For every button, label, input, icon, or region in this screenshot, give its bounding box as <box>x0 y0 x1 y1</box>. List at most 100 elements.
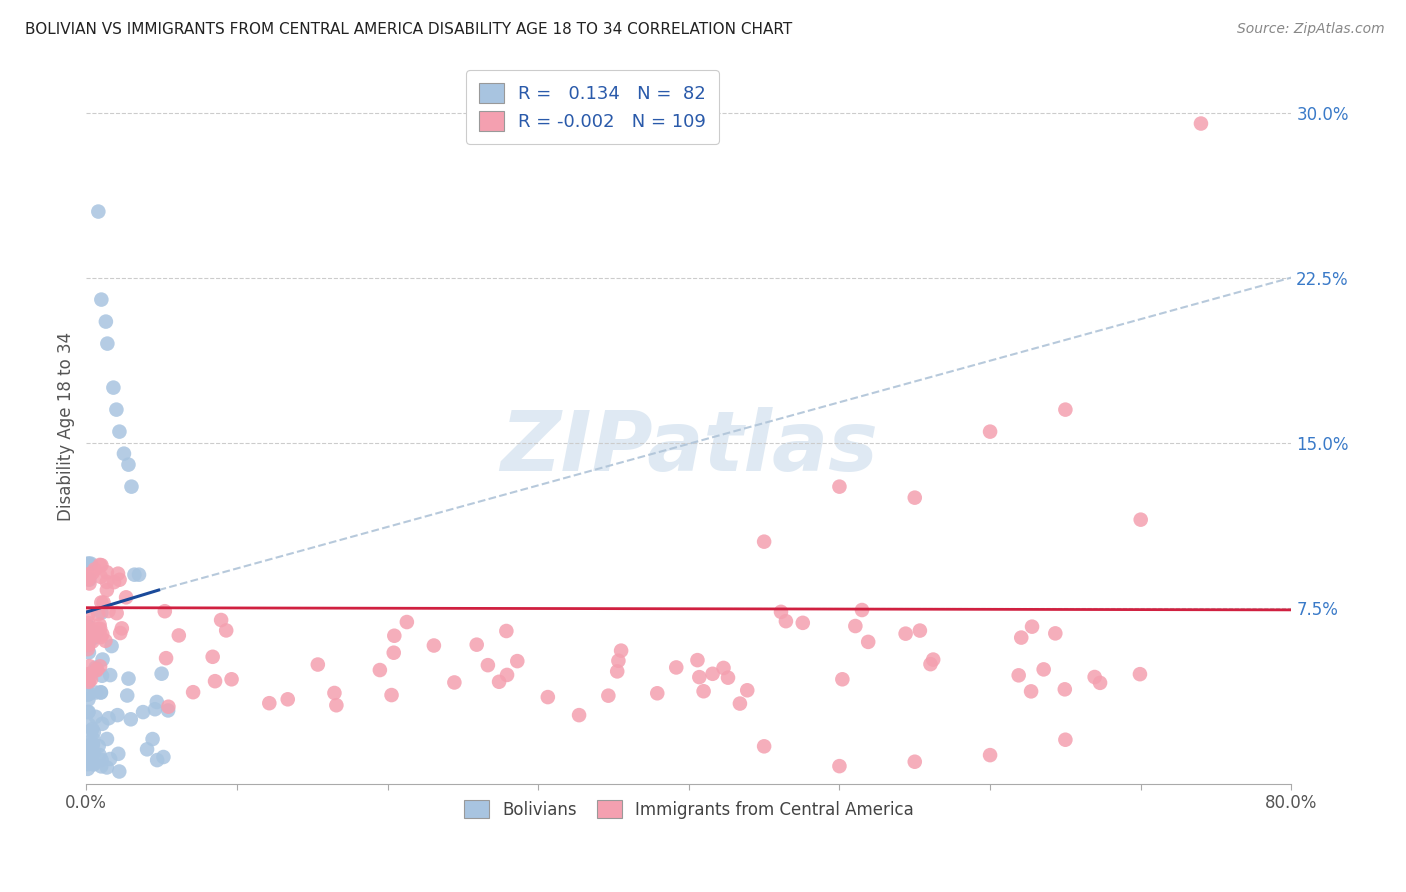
Point <box>894 626 917 640</box>
Point <box>325 698 347 713</box>
Point <box>1054 402 1077 417</box>
Point <box>84 685 107 699</box>
Point <box>96 336 118 351</box>
Point <box>93 596 115 610</box>
Point <box>157 699 180 714</box>
Point <box>84 710 107 724</box>
Point <box>1045 626 1067 640</box>
Point <box>904 755 927 769</box>
Point <box>76 619 98 633</box>
Point <box>76 745 98 759</box>
Point <box>76 631 98 645</box>
Point <box>76 567 98 582</box>
Point <box>506 654 529 668</box>
Point <box>904 491 927 505</box>
Point <box>96 760 118 774</box>
Point <box>775 614 797 628</box>
Point <box>91 627 114 641</box>
Point <box>209 613 232 627</box>
Point <box>76 571 98 585</box>
Point <box>107 566 129 581</box>
Point <box>495 624 517 638</box>
Point <box>87 607 110 621</box>
Point <box>82 634 104 648</box>
Point <box>1021 620 1043 634</box>
Point <box>606 665 628 679</box>
Point <box>752 534 775 549</box>
Point <box>97 604 120 618</box>
Point <box>108 425 131 439</box>
Point <box>1032 662 1054 676</box>
Point <box>90 293 112 307</box>
Point <box>86 625 108 640</box>
Point <box>688 670 710 684</box>
Point <box>83 631 105 645</box>
Point <box>1053 682 1076 697</box>
Point <box>105 402 128 417</box>
Point <box>152 750 174 764</box>
Point <box>82 627 104 641</box>
Point <box>221 673 243 687</box>
Point <box>150 666 173 681</box>
Point <box>91 716 114 731</box>
Point <box>82 629 104 643</box>
Point <box>107 747 129 761</box>
Point <box>82 757 104 772</box>
Point <box>77 645 100 659</box>
Point <box>831 673 853 687</box>
Point <box>79 666 101 681</box>
Point <box>79 724 101 739</box>
Point <box>100 639 122 653</box>
Point <box>90 558 112 573</box>
Point <box>1088 676 1111 690</box>
Point <box>115 591 138 605</box>
Point <box>96 574 118 589</box>
Point <box>90 606 112 620</box>
Point <box>87 204 110 219</box>
Point <box>108 764 131 779</box>
Point <box>142 732 165 747</box>
Point <box>77 739 100 753</box>
Point <box>79 576 101 591</box>
Point <box>1189 116 1212 130</box>
Point <box>103 381 125 395</box>
Point <box>80 673 103 687</box>
Point <box>97 711 120 725</box>
Point <box>488 674 510 689</box>
Point <box>79 573 101 587</box>
Point <box>77 557 100 571</box>
Point <box>90 570 112 584</box>
Point <box>105 606 128 620</box>
Point <box>90 630 112 644</box>
Point <box>87 622 110 636</box>
Point <box>87 739 110 753</box>
Point <box>77 717 100 731</box>
Point <box>82 731 104 746</box>
Point <box>713 661 735 675</box>
Point <box>686 653 709 667</box>
Point <box>607 654 630 668</box>
Point <box>76 675 98 690</box>
Point <box>382 646 405 660</box>
Point <box>115 689 138 703</box>
Point <box>277 692 299 706</box>
Point <box>90 753 112 767</box>
Point <box>110 626 132 640</box>
Point <box>94 315 117 329</box>
Point <box>77 621 100 635</box>
Point <box>1019 684 1042 698</box>
Point <box>108 573 131 587</box>
Point <box>82 738 104 752</box>
Point <box>98 668 121 682</box>
Point <box>167 628 190 642</box>
Point <box>1054 732 1077 747</box>
Point <box>76 624 98 638</box>
Point <box>259 696 281 710</box>
Point <box>90 685 112 699</box>
Point <box>132 705 155 719</box>
Text: Source: ZipAtlas.com: Source: ZipAtlas.com <box>1237 22 1385 37</box>
Point <box>157 703 180 717</box>
Text: BOLIVIAN VS IMMIGRANTS FROM CENTRAL AMERICA DISABILITY AGE 18 TO 34 CORRELATION : BOLIVIAN VS IMMIGRANTS FROM CENTRAL AMER… <box>25 22 793 37</box>
Point <box>645 686 668 700</box>
Point <box>77 674 100 689</box>
